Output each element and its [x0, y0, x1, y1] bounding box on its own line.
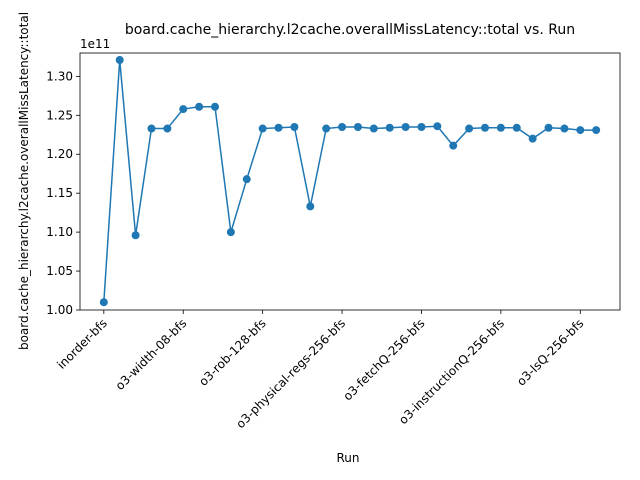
data-point [528, 134, 537, 143]
data-point [242, 175, 251, 184]
data-point [401, 122, 410, 131]
data-point [353, 122, 362, 131]
data-point [449, 141, 458, 150]
x-tick-label: o3-width-08-bfs [113, 316, 190, 393]
y-tick-label: 1.20 [46, 147, 73, 161]
data-point [179, 105, 188, 114]
x-tick-label: inorder-bfs [54, 316, 110, 372]
x-axis-label: Run [336, 451, 359, 465]
y-tick-label: 1.15 [46, 186, 73, 200]
y-tick-label: 1.25 [46, 108, 73, 122]
y-axis-label: board.cache_hierarchy.l2cache.overallMis… [17, 12, 31, 350]
x-tick-label: o3-rob-128-bfs [196, 316, 269, 389]
data-point [290, 122, 299, 131]
data-point [258, 124, 267, 133]
data-point [512, 123, 521, 132]
x-tick-label: o3-lsQ-256-bfs [514, 316, 586, 388]
data-point [99, 298, 108, 307]
plot-area: 1.00 1.05 1.10 1.15 1.20 1.25 1.30 inorder-bfs… [46, 52, 621, 431]
data-point [131, 231, 140, 240]
y-axis: 1.00 1.05 1.10 1.15 1.20 1.25 1.30 [46, 69, 80, 317]
data-point [592, 126, 601, 135]
data-point [496, 123, 505, 132]
data-point [560, 124, 569, 133]
y-offset-label: 1e11 [80, 37, 110, 51]
data-point [274, 123, 283, 132]
data-point [163, 124, 172, 133]
data-point [576, 126, 585, 135]
data-point [369, 124, 378, 133]
x-axis: inorder-bfs o3-width-08-bfs o3-rob-128-bfs… [54, 310, 586, 431]
y-tick-label: 1.30 [46, 69, 73, 83]
data-point [322, 124, 331, 133]
data-point [147, 124, 156, 133]
data-point [417, 122, 426, 131]
series-line [103, 59, 597, 303]
data-point [433, 122, 442, 131]
data-point [115, 56, 124, 65]
data-point [338, 122, 347, 131]
data-point [306, 202, 315, 211]
data-point [465, 124, 474, 133]
data-point [211, 102, 219, 111]
data-point [385, 123, 394, 132]
series-group [99, 56, 601, 307]
chart-title: board.cache_hierarchy.l2cache.overallMis… [125, 22, 575, 38]
y-tick-label: 1.05 [46, 264, 73, 278]
x-tick-label: o3-fetchQ-256-bfs [340, 316, 427, 403]
y-tick-label: 1.00 [46, 303, 73, 317]
data-point [226, 228, 235, 237]
y-tick-label: 1.10 [46, 225, 73, 239]
data-point [481, 123, 489, 132]
data-point [544, 123, 553, 132]
axes-frame [79, 52, 621, 311]
data-point [195, 102, 204, 111]
